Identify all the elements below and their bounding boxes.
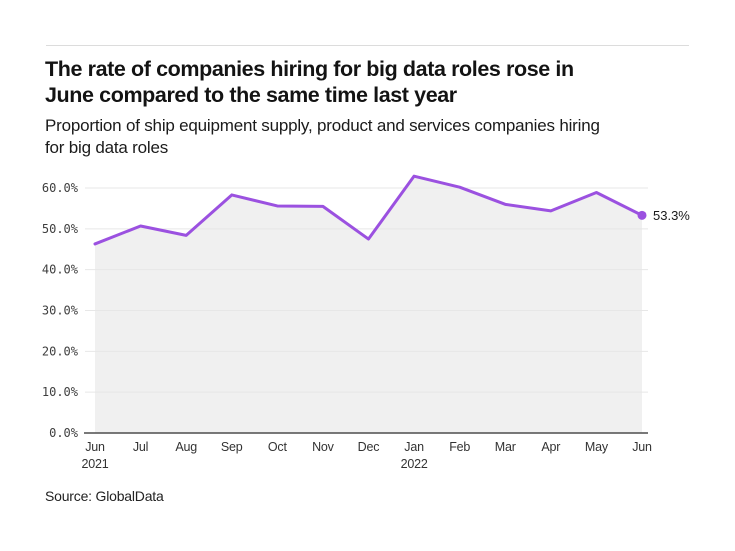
chart-title: The rate of companies hiring for big dat… xyxy=(45,56,705,108)
chart-subtitle: Proportion of ship equipment supply, pro… xyxy=(45,115,715,159)
end-value-label: 53.3% xyxy=(653,208,690,223)
x-tick-label: Sep xyxy=(221,440,243,454)
x-tick-label: Apr xyxy=(541,440,560,454)
x-tick-year-label: 2021 xyxy=(81,457,108,471)
y-tick-label: 10.0% xyxy=(42,385,79,399)
header-divider xyxy=(46,45,689,46)
y-tick-label: 50.0% xyxy=(42,222,79,236)
y-tick-label: 20.0% xyxy=(42,344,79,358)
x-tick-label: Mar xyxy=(495,440,516,454)
x-tick-label: Jun xyxy=(85,440,105,454)
x-tick-label: Aug xyxy=(175,440,197,454)
series-area-fill xyxy=(95,176,642,434)
x-tick-label: May xyxy=(585,440,609,454)
x-tick-year-label: 2022 xyxy=(401,457,428,471)
chart-title-line-1: The rate of companies hiring for big dat… xyxy=(45,57,574,81)
chart-subtitle-line-1: Proportion of ship equipment supply, pro… xyxy=(45,116,600,135)
x-tick-label: Jan xyxy=(404,440,424,454)
chart-title-line-2: June compared to the same time last year xyxy=(45,83,457,107)
chart-subtitle-line-2: for big data roles xyxy=(45,138,169,157)
x-tick-label: Dec xyxy=(358,440,380,454)
y-tick-label: 40.0% xyxy=(42,263,79,277)
end-point-marker xyxy=(637,210,647,220)
series-line xyxy=(93,174,644,246)
x-tick-label: Nov xyxy=(312,440,335,454)
source-attribution: Source: GlobalData xyxy=(45,488,164,504)
x-tick-label: Feb xyxy=(449,440,470,454)
x-tick-label: Jun xyxy=(632,440,652,454)
x-tick-label: Jul xyxy=(133,440,148,454)
x-tick-label: Oct xyxy=(268,440,288,454)
y-tick-label: 30.0% xyxy=(42,304,79,318)
y-tick-label: 60.0% xyxy=(42,181,79,195)
y-tick-label: 0.0% xyxy=(49,426,79,440)
